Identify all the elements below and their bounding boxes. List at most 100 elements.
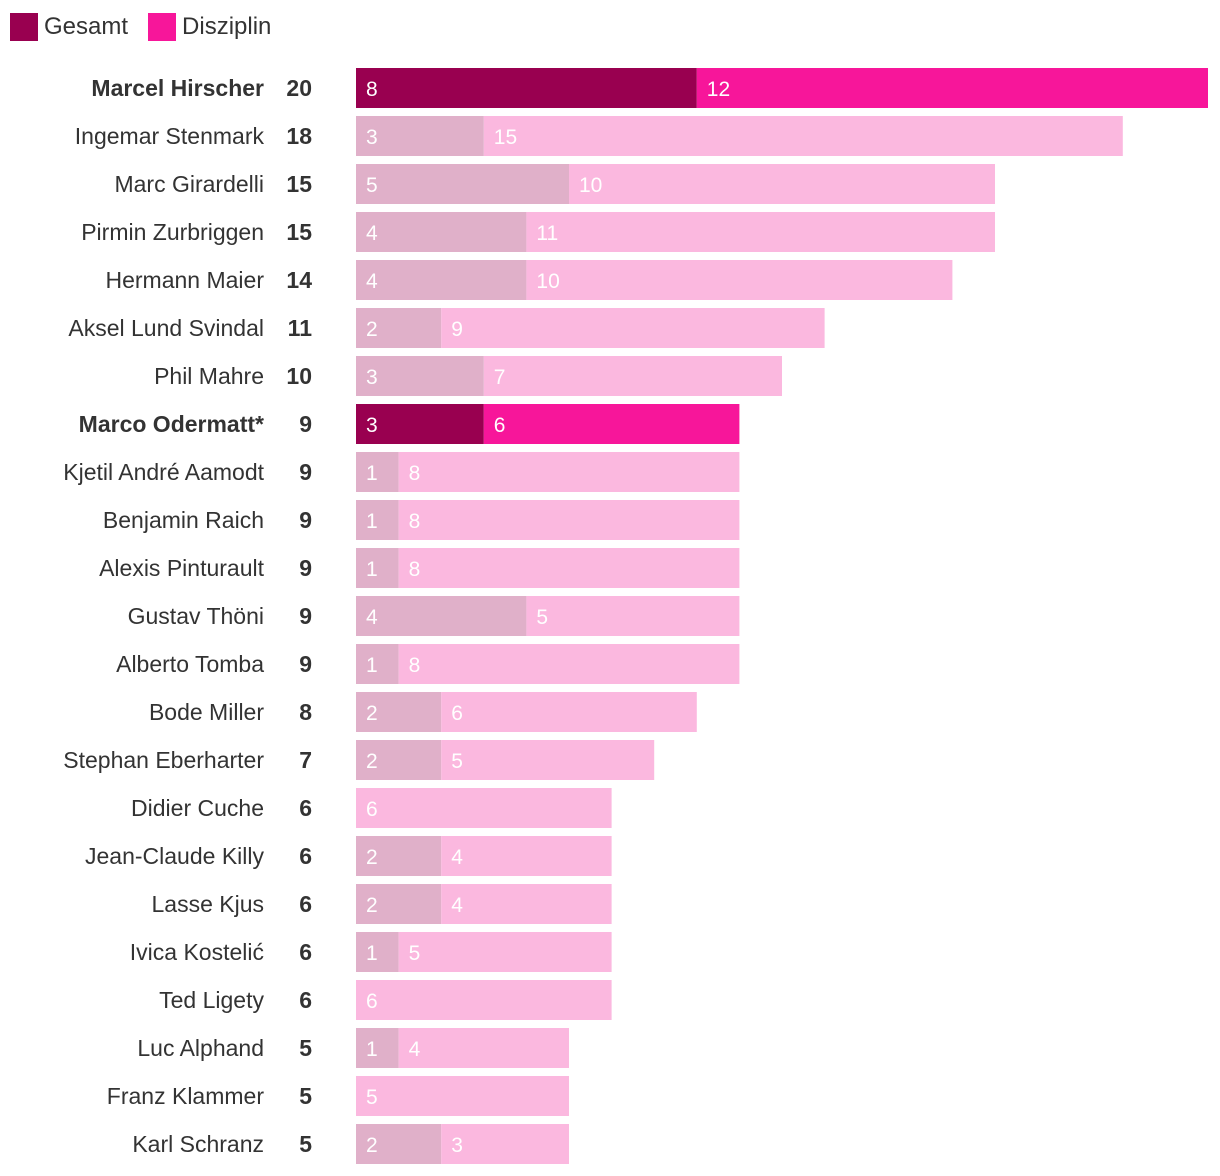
bar-gesamt-pirmin-zurbriggen	[356, 212, 527, 252]
row-total-luc-alphand: 5	[299, 1035, 312, 1061]
bar-label-disziplin-gustav-thoni: 5	[536, 606, 548, 629]
bar-label-disziplin-pirmin-zurbriggen: 11	[536, 222, 558, 245]
bar-disziplin-lasse-kjus	[441, 884, 612, 924]
bar-label-disziplin-hermann-maier: 10	[536, 270, 559, 293]
legend-item-gesamt[interactable]: Gesamt	[10, 13, 128, 41]
legend-swatch-gesamt	[10, 13, 38, 41]
bar-gesamt-benjamin-raich	[356, 500, 399, 540]
row-total-marco-odermatt: 9	[299, 411, 312, 437]
bar-gesamt-jean-claude-killy	[356, 836, 442, 876]
row-label-stephan-eberharter: Stephan Eberharter	[63, 747, 264, 773]
bar-label-gesamt-luc-alphand: 1	[366, 1038, 378, 1061]
row-total-alberto-tomba: 9	[299, 651, 312, 677]
legend-label-gesamt: Gesamt	[44, 13, 129, 40]
row-label-franz-klammer: Franz Klammer	[107, 1083, 265, 1109]
bar-label-disziplin-phil-mahre: 7	[494, 366, 506, 389]
bar-label-disziplin-jean-claude-killy: 4	[451, 846, 463, 869]
bar-disziplin-alexis-pinturault	[398, 548, 740, 588]
row-label-alberto-tomba: Alberto Tomba	[116, 651, 264, 677]
row-total-stephan-eberharter: 7	[299, 747, 312, 773]
bar-label-disziplin-alexis-pinturault: 8	[409, 558, 421, 581]
bar-gesamt-luc-alphand	[356, 1028, 399, 1068]
row-label-kjetil-andre-aamodt: Kjetil André Aamodt	[63, 459, 264, 485]
bar-label-disziplin-kjetil-andre-aamodt: 8	[409, 462, 421, 485]
bar-disziplin-alberto-tomba	[398, 644, 740, 684]
row-total-bode-miller: 8	[299, 699, 312, 725]
row-total-phil-mahre: 10	[286, 363, 312, 389]
bar-disziplin-bode-miller	[441, 692, 697, 732]
row-label-ivica-kostelic: Ivica Kostelić	[130, 939, 264, 965]
bar-gesamt-phil-mahre	[356, 356, 484, 396]
bar-disziplin-marcel-hirscher	[696, 68, 1208, 108]
bar-label-gesamt-marc-girardelli: 5	[366, 174, 378, 197]
bar-gesamt-lasse-kjus	[356, 884, 442, 924]
bar-label-disziplin-stephan-eberharter: 5	[451, 750, 463, 773]
bar-gesamt-ingemar-stenmark	[356, 116, 484, 156]
bar-label-gesamt-aksel-lund-svindal: 2	[366, 318, 378, 341]
legend: Gesamt Disziplin	[10, 12, 291, 42]
bar-label-gesamt-bode-miller: 2	[366, 702, 378, 725]
bar-gesamt-marcel-hirscher	[356, 68, 697, 108]
row-total-alexis-pinturault: 9	[299, 555, 312, 581]
bar-disziplin-ivica-kostelic	[398, 932, 612, 972]
bar-label-disziplin-franz-klammer: 5	[366, 1086, 378, 1109]
bar-label-gesamt-phil-mahre: 3	[366, 366, 378, 389]
bar-disziplin-ingemar-stenmark	[483, 116, 1123, 156]
bar-disziplin-gustav-thoni	[526, 596, 740, 636]
row-label-luc-alphand: Luc Alphand	[137, 1035, 264, 1061]
row-total-gustav-thoni: 9	[299, 603, 312, 629]
bar-label-disziplin-karl-schranz: 3	[451, 1134, 463, 1157]
row-total-hermann-maier: 14	[286, 267, 312, 293]
bar-label-gesamt-stephan-eberharter: 2	[366, 750, 378, 773]
row-label-marcel-hirscher: Marcel Hirscher	[91, 75, 264, 101]
bar-label-gesamt-benjamin-raich: 1	[366, 510, 378, 533]
row-total-lasse-kjus: 6	[299, 891, 312, 917]
row-total-ted-ligety: 6	[299, 987, 312, 1013]
bar-label-gesamt-marcel-hirscher: 8	[366, 78, 378, 101]
row-label-gustav-thoni: Gustav Thöni	[128, 603, 264, 629]
row-label-benjamin-raich: Benjamin Raich	[103, 507, 264, 533]
row-label-marc-girardelli: Marc Girardelli	[114, 171, 264, 197]
bar-disziplin-pirmin-zurbriggen	[526, 212, 995, 252]
bar-label-disziplin-ivica-kostelic: 5	[409, 942, 421, 965]
bar-disziplin-hermann-maier	[526, 260, 953, 300]
row-total-franz-klammer: 5	[299, 1083, 312, 1109]
row-label-karl-schranz: Karl Schranz	[132, 1131, 264, 1157]
row-label-aksel-lund-svindal: Aksel Lund Svindal	[68, 315, 264, 341]
bar-label-disziplin-marcel-hirscher: 12	[707, 78, 730, 101]
bar-label-gesamt-hermann-maier: 4	[366, 270, 378, 293]
row-total-benjamin-raich: 9	[299, 507, 312, 533]
legend-item-disziplin[interactable]: Disziplin	[148, 13, 271, 41]
row-label-hermann-maier: Hermann Maier	[106, 267, 265, 293]
row-label-lasse-kjus: Lasse Kjus	[151, 891, 264, 917]
bar-label-gesamt-lasse-kjus: 2	[366, 894, 378, 917]
bar-disziplin-franz-klammer	[356, 1076, 569, 1116]
row-total-karl-schranz: 5	[299, 1131, 312, 1157]
row-label-didier-cuche: Didier Cuche	[131, 795, 264, 821]
bar-label-disziplin-lasse-kjus: 4	[451, 894, 463, 917]
bar-label-gesamt-kjetil-andre-aamodt: 1	[366, 462, 378, 485]
row-label-bode-miller: Bode Miller	[149, 699, 264, 725]
bar-label-disziplin-aksel-lund-svindal: 9	[451, 318, 463, 341]
row-total-marc-girardelli: 15	[286, 171, 312, 197]
row-total-jean-claude-killy: 6	[299, 843, 312, 869]
bar-disziplin-marc-girardelli	[569, 164, 995, 204]
bar-label-gesamt-alberto-tomba: 1	[366, 654, 378, 677]
bar-disziplin-luc-alphand	[398, 1028, 569, 1068]
row-label-ted-ligety: Ted Ligety	[159, 987, 264, 1013]
legend-label-disziplin: Disziplin	[182, 13, 272, 40]
bar-label-gesamt-alexis-pinturault: 1	[366, 558, 378, 581]
bar-gesamt-karl-schranz	[356, 1124, 442, 1164]
bar-gesamt-ivica-kostelic	[356, 932, 399, 972]
legend-swatch-disziplin	[148, 13, 177, 41]
bar-label-disziplin-marco-odermatt: 6	[494, 414, 506, 437]
bar-gesamt-gustav-thoni	[356, 596, 527, 636]
bar-label-disziplin-ted-ligety: 6	[366, 990, 378, 1013]
bar-gesamt-bode-miller	[356, 692, 442, 732]
bar-label-disziplin-bode-miller: 6	[451, 702, 463, 725]
row-total-kjetil-andre-aamodt: 9	[299, 459, 312, 485]
bar-label-disziplin-didier-cuche: 6	[366, 798, 378, 821]
bar-gesamt-stephan-eberharter	[356, 740, 442, 780]
bar-disziplin-karl-schranz	[441, 1124, 569, 1164]
